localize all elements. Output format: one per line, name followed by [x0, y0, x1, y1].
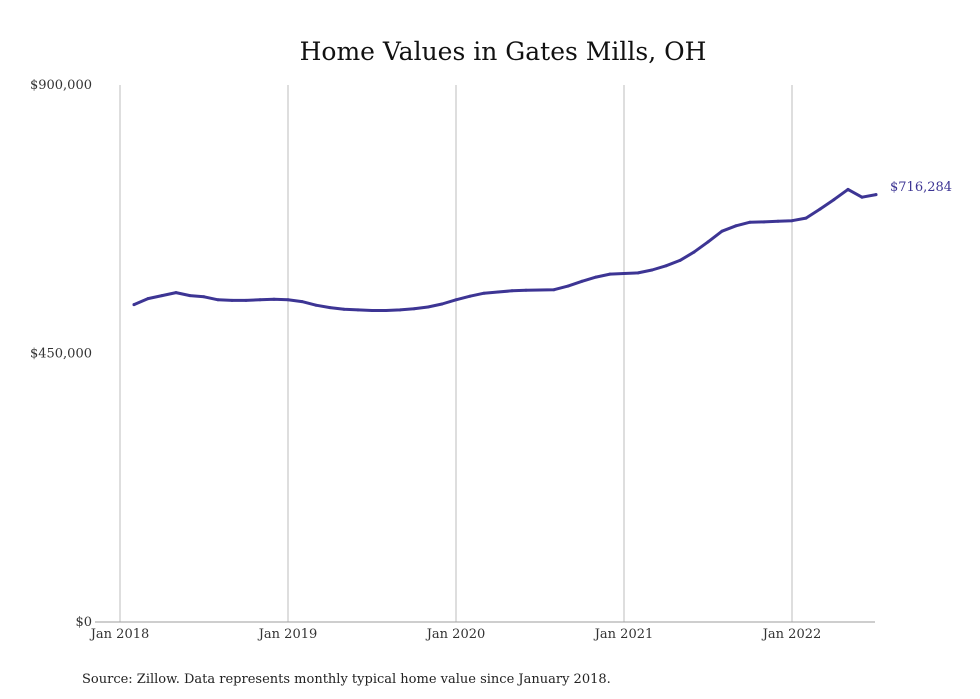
y-tick-label: $450,000: [30, 347, 92, 362]
data-point-2019-04: [328, 306, 332, 310]
y-tick-label: $0: [75, 615, 92, 630]
data-point-2020-05: [510, 289, 514, 293]
data-point-2021-09: [734, 224, 738, 228]
data-point-2018-05: [174, 291, 178, 295]
data-point-2019-07: [370, 309, 374, 312]
data-point-2019-11: [426, 305, 430, 309]
data-point-2018-10: [244, 298, 248, 302]
data-point-2021-04: [664, 264, 668, 268]
data-point-2021-07: [706, 240, 710, 244]
data-point-2021-08: [720, 229, 724, 233]
data-point-2020-09: [566, 284, 570, 288]
data-point-2019-09: [398, 308, 402, 312]
data-point-2022-05: [846, 187, 850, 191]
gridlines: [95, 85, 875, 623]
data-point-2019-06: [356, 308, 360, 312]
data-point-2021-06: [692, 250, 696, 254]
data-point-2018-03: [146, 297, 150, 301]
data-point-2020-11: [594, 275, 598, 279]
data-point-2020-02: [468, 294, 472, 298]
data-point-2021-01: [622, 272, 626, 275]
data-point-2021-10: [748, 220, 752, 224]
data-point-2018-08: [216, 298, 220, 302]
data-point-2018-09: [230, 298, 234, 302]
x-tick-label: Jan 2018: [89, 627, 150, 642]
data-point-2018-04: [160, 294, 164, 298]
y-axis-ticks: $0 $450,000 $900,000: [30, 78, 92, 630]
data-point-2021-02: [636, 271, 640, 275]
end-value-label: $716,284: [890, 180, 952, 195]
data-point-2021-12: [776, 219, 780, 223]
data-point-2019-10: [412, 307, 416, 311]
data-point-2018-07: [202, 295, 206, 299]
data-point-2022-02: [804, 216, 808, 220]
x-tick-label: Jan 2021: [593, 627, 654, 642]
data-point-2020-04: [496, 290, 500, 294]
data-point-2019-03: [314, 303, 318, 307]
series-home-value: [132, 187, 878, 312]
data-point-2019-02: [300, 300, 304, 304]
data-point-2022-01: [790, 219, 794, 223]
y-tick-label: $900,000: [30, 78, 92, 93]
data-point-2018-12: [272, 297, 276, 301]
data-point-2019-12: [440, 302, 444, 306]
data-point-2022-03: [818, 207, 822, 211]
data-point-2020-06: [524, 288, 528, 292]
source-note: Source: Zillow. Data represents monthly …: [82, 672, 611, 687]
chart-title: Home Values in Gates Mills, OH: [300, 37, 707, 66]
data-point-2018-06: [188, 294, 192, 298]
x-tick-label: Jan 2019: [257, 627, 318, 642]
series-line: [132, 187, 878, 312]
data-point-2019-08: [384, 309, 388, 312]
data-point-2018-02: [132, 303, 136, 307]
data-point-2019-05: [342, 307, 346, 311]
data-point-2020-07: [538, 288, 542, 292]
data-point-2021-11: [762, 220, 766, 224]
data-point-2022-07: [874, 193, 878, 197]
data-point-2022-04: [832, 198, 836, 202]
data-point-2020-03: [482, 291, 486, 295]
data-point-2018-11: [258, 298, 262, 302]
data-point-2020-12: [608, 272, 612, 276]
data-point-2020-01: [454, 298, 458, 302]
data-point-2021-05: [678, 258, 682, 262]
data-point-2021-03: [650, 268, 654, 272]
data-point-2022-06: [860, 195, 864, 199]
x-axis-ticks: Jan 2018 Jan 2019 Jan 2020 Jan 2021 Jan 2022: [89, 627, 822, 642]
x-tick-label: Jan 2020: [425, 627, 486, 642]
data-point-2020-10: [580, 279, 584, 283]
x-tick-label: Jan 2022: [761, 627, 822, 642]
data-point-2019-01: [286, 298, 290, 302]
data-point-2020-08: [552, 288, 556, 292]
